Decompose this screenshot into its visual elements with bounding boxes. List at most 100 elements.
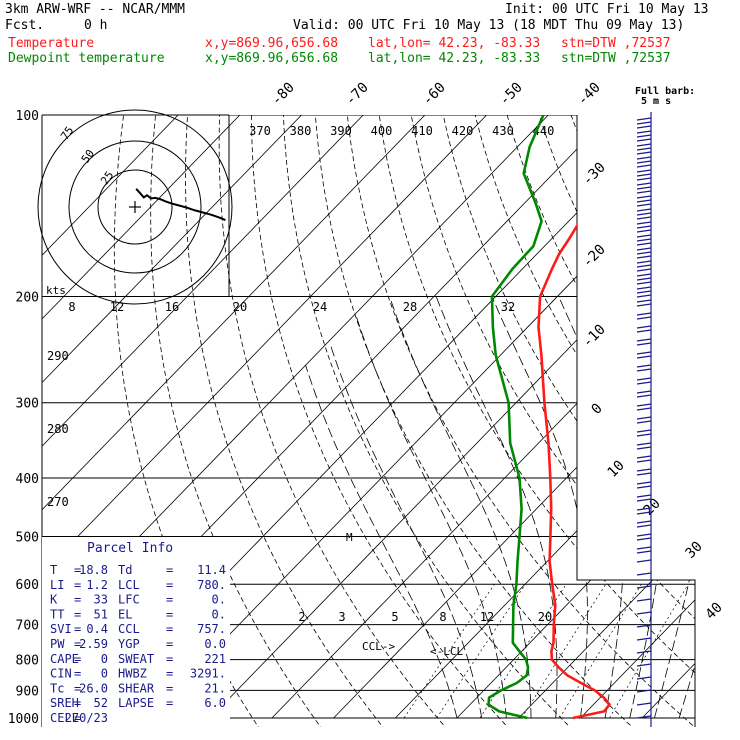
wind-barb-flag [636,433,652,437]
parcel-cell: 1.2 [86,578,108,592]
dry-adiabat-line [410,115,695,727]
parcel-cell: TT [50,607,64,621]
mixing-ratio-line [436,584,526,719]
hodograph-trace [135,188,226,222]
parcel-cell: 21. [204,681,226,695]
theta-label-top: 430 [492,124,514,138]
wind-barb-flag [636,221,652,225]
wind-barb-flag [636,368,652,372]
wind-barb-flag [636,429,652,433]
isotherm-tick-label: -80 [269,80,298,109]
parcel-cell: 52 [94,696,108,710]
parcel-cell: 33 [94,593,108,607]
wind-barb-flag [636,182,652,186]
isotherm-line [42,115,179,719]
wind-barb-flag [636,138,652,142]
wind-barb-flag [636,485,652,489]
parcel-cell: LFC [118,593,140,607]
mixing-ratio-label-top: 16 [165,300,179,314]
wind-barb-flag [636,420,652,424]
hodograph-ring-label: 25 [98,169,116,187]
moist-adiabat-line [558,296,624,719]
wind-barb-flag [636,403,652,407]
valid-time: Valid: 00 UTC Fri 10 May 13 (18 MDT Thu … [293,18,685,33]
parcel-cell: = [166,667,173,681]
wind-barb-flag [636,208,652,212]
wind-barb-flag [636,455,652,459]
temperature-line [537,115,661,720]
moist-adiabat-line [491,296,588,719]
isotherm-line [42,115,426,719]
isotherm-tick-label: -20 [580,242,609,271]
init-time: Init: 00 UTC Fri 10 May 13 [505,2,709,17]
legend-temperature-name: Temperature [8,36,95,51]
legend-temperature-latlon: lat,lon= 42.23, -83.33 [368,36,541,51]
wind-barb-flag [636,242,652,246]
wind-barb-flag [636,702,652,706]
wind-barb-flag [636,407,652,411]
wind-barb-flag [636,225,652,229]
hodograph-ring [97,169,173,245]
model-title: 3km ARW-WRF -- NCAR/MMM [5,2,186,17]
wind-barb-flag [636,546,652,550]
wind-barb-flag [636,281,652,285]
wind-barb-flag [636,212,652,216]
full-barb-value: 5 m s [641,96,671,107]
parcel-cell: 11.4 [197,563,226,577]
wind-barb-flag [636,377,652,381]
parcel-cell: 0.0 [204,637,226,651]
wind-barb-flag [636,355,652,359]
parcel-cell: 0 [101,652,108,666]
parcel-cell: Td [118,563,132,577]
parcel-cell: 26.0 [79,681,108,695]
parcel-cell: 270/23 [65,711,108,725]
isotherm-tick-label: -60 [420,80,449,109]
parcel-cell: = [166,563,173,577]
wind-barb-flag [636,342,652,346]
parcel-cell: 3291. [190,667,226,681]
wind-barb-flag [636,507,652,511]
pressure-tick-label: 800 [16,654,39,669]
mixing-ratio-label-top: 12 [110,300,124,314]
wind-barb-flag [636,273,652,277]
parcel-cell: = [74,607,81,621]
hodograph-units: kts [46,284,66,297]
parcel-cell: = [166,652,173,666]
parcel-cell: CAPE [50,652,79,666]
isotherm-line [42,115,241,719]
pressure-tick-label: 300 [16,397,39,412]
parcel-cell: = [74,563,81,577]
parcel-cell: 221 [204,652,226,666]
wind-barb-flag [636,229,652,233]
theta-label-left: 280 [47,422,69,436]
parcel-cell: = [74,622,81,636]
theta-label-left: 270 [47,495,69,509]
wind-barb-flag [636,498,652,502]
moist-adiabat-line [305,365,458,719]
dry-adiabat-line [218,115,449,727]
m-annotation: M [346,531,353,544]
wind-barb-flag [636,624,652,628]
wind-barb-flag [636,520,652,524]
wind-barb-flag [636,156,652,160]
wind-barb-flag [636,676,652,680]
hodograph-ring-label: 75 [58,124,76,142]
parcel-cell: CCL [118,622,140,636]
mixing-ratio-label-low: 20 [538,610,552,624]
wind-barb-flag [636,364,652,368]
wind-barb-flag [636,312,652,316]
mixing-ratio-label-low: 5 [391,610,398,624]
pressure-tick-label: 600 [16,578,39,593]
parcel-cell: = [74,578,81,592]
parcel-cell: 6.0 [204,696,226,710]
wind-barb-flag [636,264,652,268]
wind-barb-flag [636,169,652,173]
dry-adiabat-line [378,115,695,727]
parcel-cell: 780. [197,578,226,592]
parcel-cell: 0.4 [86,622,108,636]
parcel-cell: EL [118,607,132,621]
isotherm-line [42,115,364,719]
mixing-ratio-label-low: 3 [338,610,345,624]
pressure-tick-label: 700 [16,619,39,634]
